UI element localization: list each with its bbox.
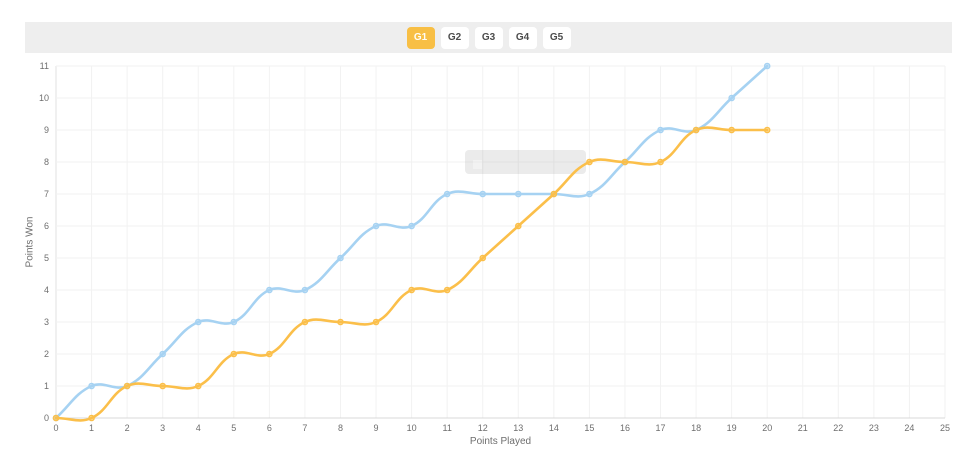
y-tick-label: 0 [44,413,49,423]
data-point-player-yellow [657,158,664,166]
x-tick-label: 2 [125,423,130,433]
data-point-player-blue [514,190,522,198]
x-tick-label: 21 [798,423,808,433]
score-progression-chart: 0 1 2 3 4 5 6 7 8 9 10 11 12 13 14 15 16 17 18 19 20 21 22 23 24… [39,61,950,433]
data-point-player-blue [408,222,415,230]
data-point-player-blue [728,94,735,102]
data-point-player-yellow [763,126,771,134]
data-point-player-yellow [372,318,380,326]
x-tick-label: 13 [513,423,523,433]
data-point-player-blue [657,126,664,134]
data-point-player-yellow [88,414,95,422]
x-axis-title: Points Played [469,436,532,447]
tooltip-legend-swatch [473,160,482,169]
x-tick-label: 4 [196,423,201,433]
x-tick-label: 7 [302,423,307,433]
y-tick-label: 8 [44,157,49,167]
y-tick-label: 3 [44,317,49,327]
y-tick-label: 2 [44,349,49,359]
y-tick-label: 4 [44,285,49,295]
x-tick-label: 9 [374,423,379,433]
tab-g4[interactable]: G4 [508,26,537,49]
y-tick-label: 7 [44,189,49,199]
data-point-player-blue [586,190,593,198]
y-tick-label: 5 [44,253,49,263]
data-point-player-blue [479,190,487,198]
data-point-player-blue [763,62,771,70]
y-tick-label: 9 [44,125,49,135]
tooltip [465,150,586,174]
tab-g1[interactable]: G1 [406,26,435,49]
x-tick-label: 3 [160,423,165,433]
x-tick-label: 12 [478,423,488,433]
chart-area: 0 1 2 3 4 5 6 7 8 9 10 11 12 13 14 15 16 17 18 19 20 21 22 23 24… [0,52,960,458]
tooltip-box [465,150,586,174]
x-tick-label: 22 [833,423,843,433]
tab-g5[interactable]: G5 [542,26,571,49]
x-tick-label: 8 [338,423,343,433]
data-point-player-yellow [479,254,487,262]
data-point-player-blue [443,190,451,198]
x-tick-label: 24 [904,423,914,433]
data-point-player-blue [230,318,238,326]
y-tick-label: 6 [44,221,49,231]
tab-g2[interactable]: G2 [440,26,469,49]
tab-g3[interactable]: G3 [474,26,503,49]
x-tick-label: 14 [549,423,559,433]
x-tick-label: 1 [89,423,94,433]
data-point-player-yellow [692,126,700,134]
y-tick-label: 1 [44,381,49,391]
data-point-player-blue [266,286,273,294]
x-tick-label: 20 [762,423,772,433]
x-tick-label: 25 [940,423,950,433]
data-point-player-yellow [408,286,415,294]
y-tick-label: 10 [39,93,49,103]
data-point-player-yellow [621,158,629,166]
x-tick-label: 16 [620,423,630,433]
y-tick-label: 11 [40,61,49,71]
data-point-player-blue [194,318,202,326]
data-point-player-yellow [52,414,60,422]
data-point-player-yellow [514,222,522,230]
data-point-player-yellow [443,286,451,294]
data-point-player-blue [159,350,166,358]
x-tick-label: 11 [442,423,451,433]
data-point-player-yellow [728,126,735,134]
data-point-player-blue [88,382,95,390]
data-point-player-yellow [266,350,273,358]
data-point-player-blue [337,254,344,262]
game-selector-toolbar: G1 G2 G3 G4 G5 [25,22,952,53]
data-point-player-yellow [550,190,558,198]
data-point-player-yellow [194,382,202,390]
data-point-player-blue [372,222,380,230]
data-point-player-yellow [230,350,238,358]
x-tick-label: 15 [584,423,594,433]
data-point-player-yellow [123,382,131,390]
x-tick-label: 6 [267,423,272,433]
y-axis-title: Points Won [24,216,36,268]
x-tick-label: 5 [231,423,236,433]
x-tick-label: 17 [656,423,666,433]
data-point-player-yellow [586,158,593,166]
x-tick-label: 18 [691,423,701,433]
x-tick-label: 10 [407,423,417,433]
data-point-player-blue [301,286,309,294]
x-tick-label: 19 [727,423,737,433]
x-tick-label: 23 [869,423,879,433]
data-point-player-yellow [301,318,309,326]
data-point-player-yellow [337,318,344,326]
x-tick-label: 0 [53,423,58,433]
data-point-player-yellow [159,382,166,390]
